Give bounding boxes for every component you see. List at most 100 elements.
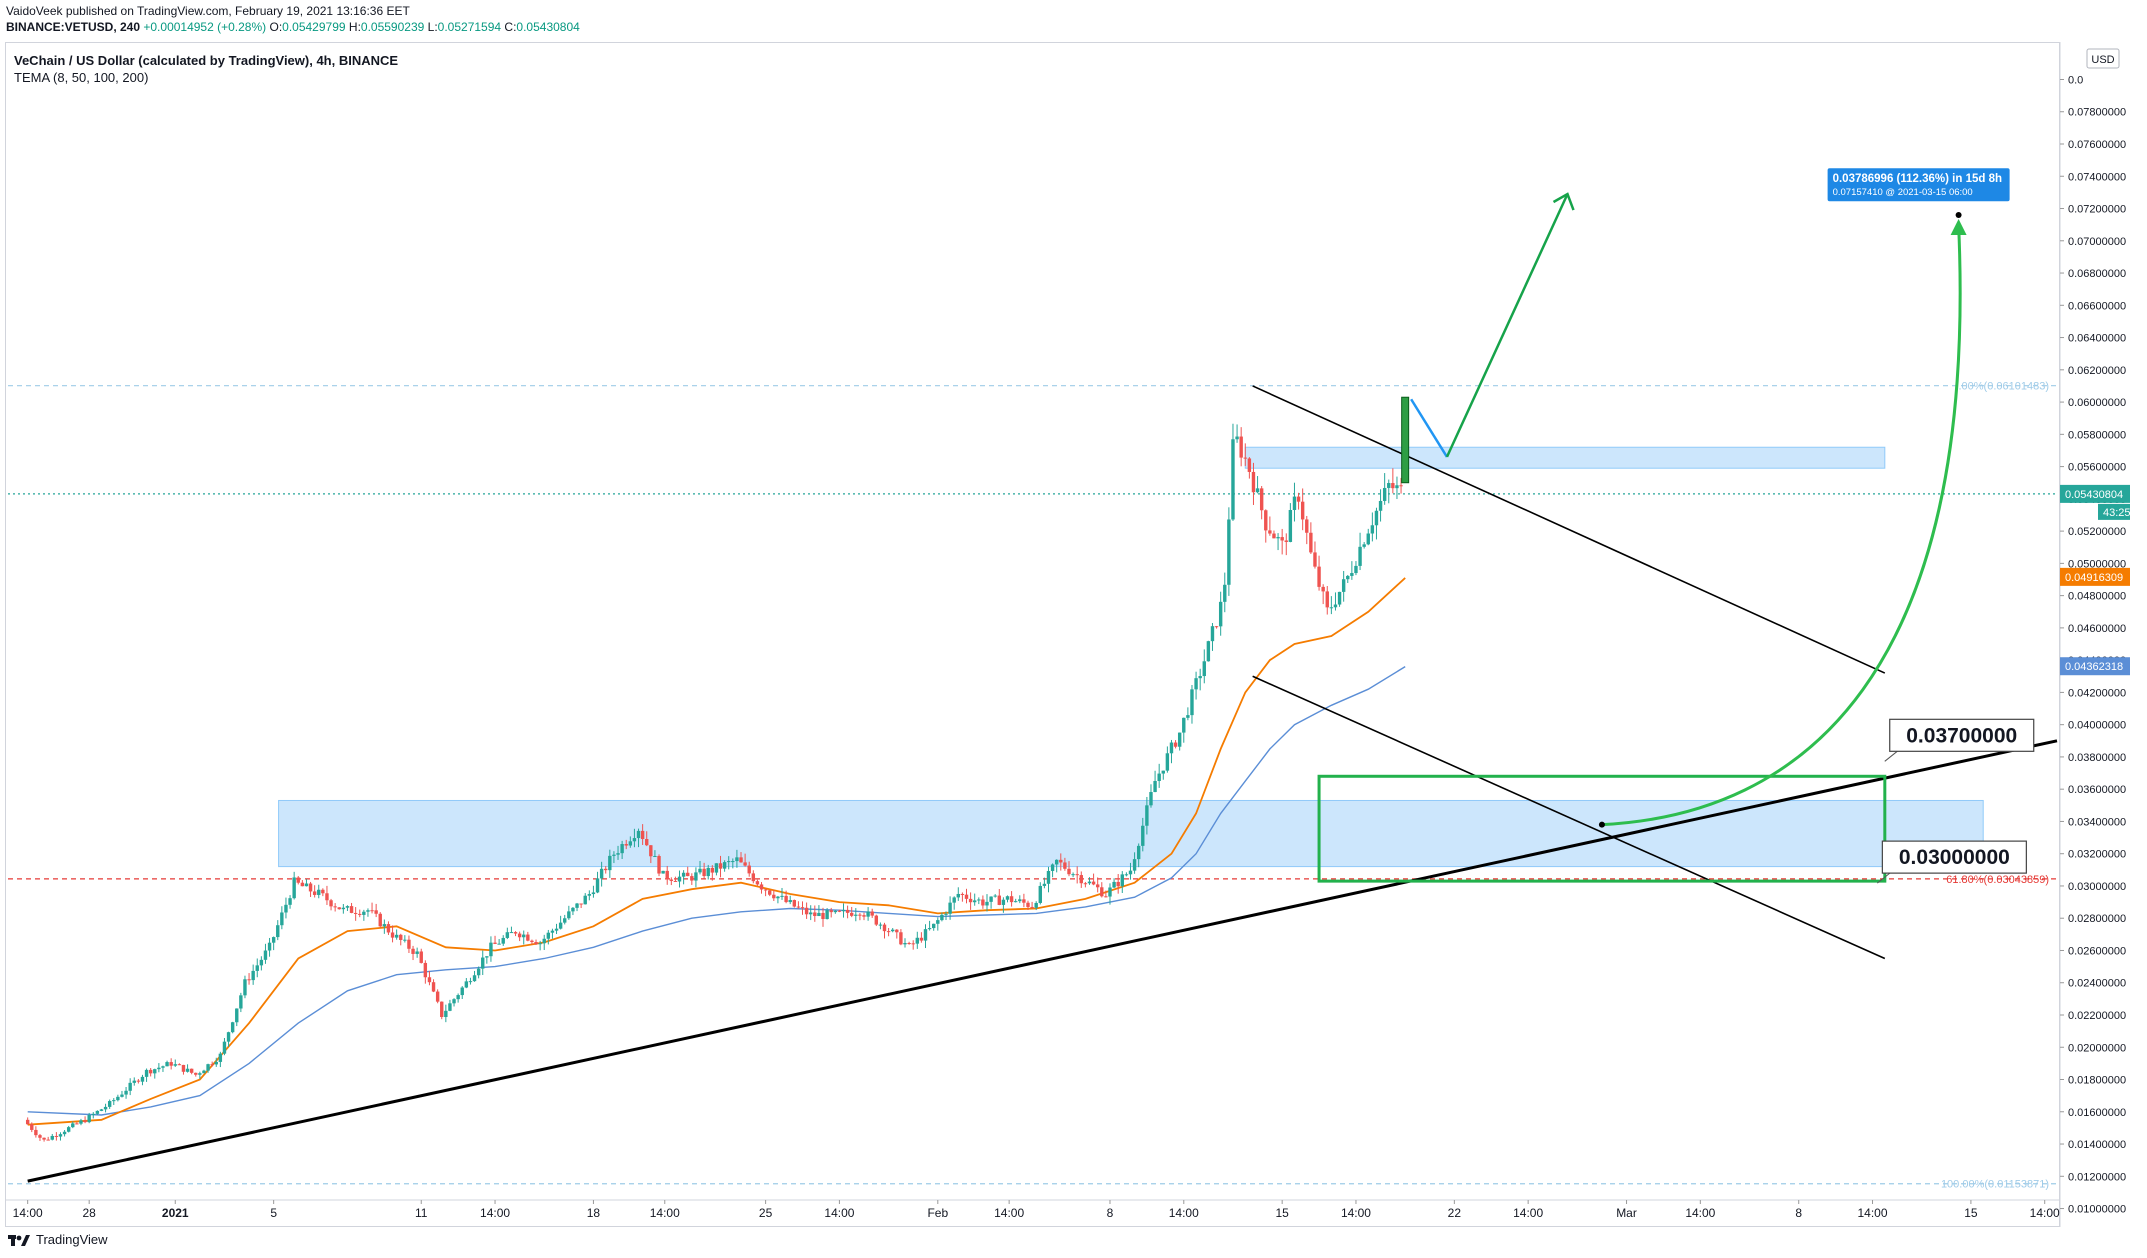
candle-330 — [1378, 489, 1383, 522]
candle-51 — [235, 1008, 239, 1027]
candle-body — [911, 943, 915, 945]
candle-body — [1387, 483, 1391, 488]
candle-14 — [83, 1116, 87, 1124]
candle-269 — [1128, 862, 1133, 880]
candle-129 — [554, 923, 559, 935]
price-tick-label: 0.03000000 — [2068, 881, 2126, 893]
price-tick-label: 0.07600000 — [2068, 139, 2126, 151]
candle-255 — [1071, 872, 1075, 878]
candle-body — [1378, 500, 1383, 511]
candle-154 — [657, 854, 661, 877]
candle-body — [460, 987, 464, 996]
candle-195 — [825, 908, 829, 920]
candle-body — [997, 895, 1001, 905]
candle-body — [546, 932, 551, 939]
candle-290 — [1214, 625, 1219, 629]
candle-body — [739, 857, 743, 863]
candle-148 — [632, 828, 637, 848]
candle-63 — [284, 897, 288, 919]
candle-149 — [636, 828, 641, 848]
candle-276 — [1157, 763, 1161, 788]
candle-body — [321, 889, 325, 894]
candle-body — [1128, 870, 1133, 875]
candle-257 — [1079, 871, 1083, 888]
candle-body — [112, 1100, 116, 1102]
candle-body — [1280, 537, 1284, 541]
candle-body — [308, 883, 313, 892]
candle-133 — [571, 907, 575, 916]
candle-body — [981, 899, 985, 906]
candle-body — [1038, 885, 1042, 903]
candle-60 — [271, 936, 276, 951]
candle-body — [845, 909, 850, 913]
candle-13 — [79, 1118, 83, 1126]
candle-body — [1145, 805, 1149, 826]
candle-201 — [850, 906, 854, 918]
candle-35 — [169, 1058, 173, 1070]
candle-body — [989, 896, 993, 902]
candle-body — [587, 894, 592, 896]
candle-body — [317, 889, 321, 895]
candle-body — [62, 1131, 67, 1135]
callout-text: 0.03700000 — [1906, 724, 2017, 747]
candle-291 — [1218, 591, 1223, 636]
price-tick-label: 0.06400000 — [2068, 333, 2126, 345]
candle-97 — [423, 960, 428, 984]
price-tick-label: 0.01400000 — [2068, 1139, 2126, 1151]
candle-body — [448, 1003, 452, 1011]
candle-135 — [579, 903, 583, 909]
candle-body — [444, 1010, 448, 1017]
candle-254 — [1067, 861, 1071, 877]
candle-140 — [599, 861, 604, 887]
candle-272 — [1141, 817, 1145, 852]
candle-293 — [1227, 507, 1231, 596]
candle-321 — [1341, 570, 1346, 602]
candle-body — [1161, 770, 1165, 774]
price-badge-bg — [2060, 567, 2130, 586]
candle-302 — [1264, 509, 1268, 543]
candle-body — [686, 872, 690, 877]
candle-206 — [870, 908, 874, 918]
candle-325 — [1358, 532, 1362, 571]
candle-body — [230, 1022, 235, 1033]
candle-305 — [1276, 533, 1280, 551]
candle-body — [263, 950, 268, 960]
candle-body — [99, 1109, 104, 1111]
candle-284 — [1190, 684, 1194, 724]
candle-body — [768, 890, 772, 895]
candle-58 — [263, 943, 268, 964]
candle-body — [878, 924, 883, 926]
candle-body — [1247, 458, 1252, 472]
candle-body — [312, 891, 317, 895]
candle-115 — [497, 939, 501, 945]
candle-body — [1136, 845, 1141, 860]
candle-78 — [345, 905, 350, 911]
candle-108 — [468, 977, 473, 985]
candle-101 — [440, 1001, 444, 1020]
candle-278 — [1165, 746, 1170, 773]
candle-body — [788, 900, 792, 903]
price-tick-label: 0.03600000 — [2068, 784, 2126, 796]
candle-body — [886, 931, 891, 933]
candle-152 — [649, 845, 653, 864]
callout-box — [1881, 840, 2027, 874]
candle-body — [608, 855, 612, 871]
candle-body — [1013, 901, 1018, 903]
candle-247 — [1038, 882, 1042, 905]
price-tick-label: 0.06000000 — [2068, 397, 2126, 409]
candle-body — [1182, 717, 1186, 733]
candle-body — [554, 928, 559, 931]
candle-body — [54, 1135, 59, 1137]
close-label: C: — [504, 20, 517, 34]
candle-body — [665, 870, 669, 880]
candle-8 — [58, 1132, 63, 1141]
candle-64 — [288, 895, 292, 909]
time-tick-label: 14:00 — [1513, 1206, 1543, 1220]
candle-body — [891, 929, 895, 932]
candle-161 — [686, 866, 690, 877]
candle-body — [333, 906, 337, 908]
time-tick-label: 14:00 — [480, 1206, 510, 1220]
candle-275 — [1153, 770, 1157, 793]
candle-body — [735, 857, 739, 862]
